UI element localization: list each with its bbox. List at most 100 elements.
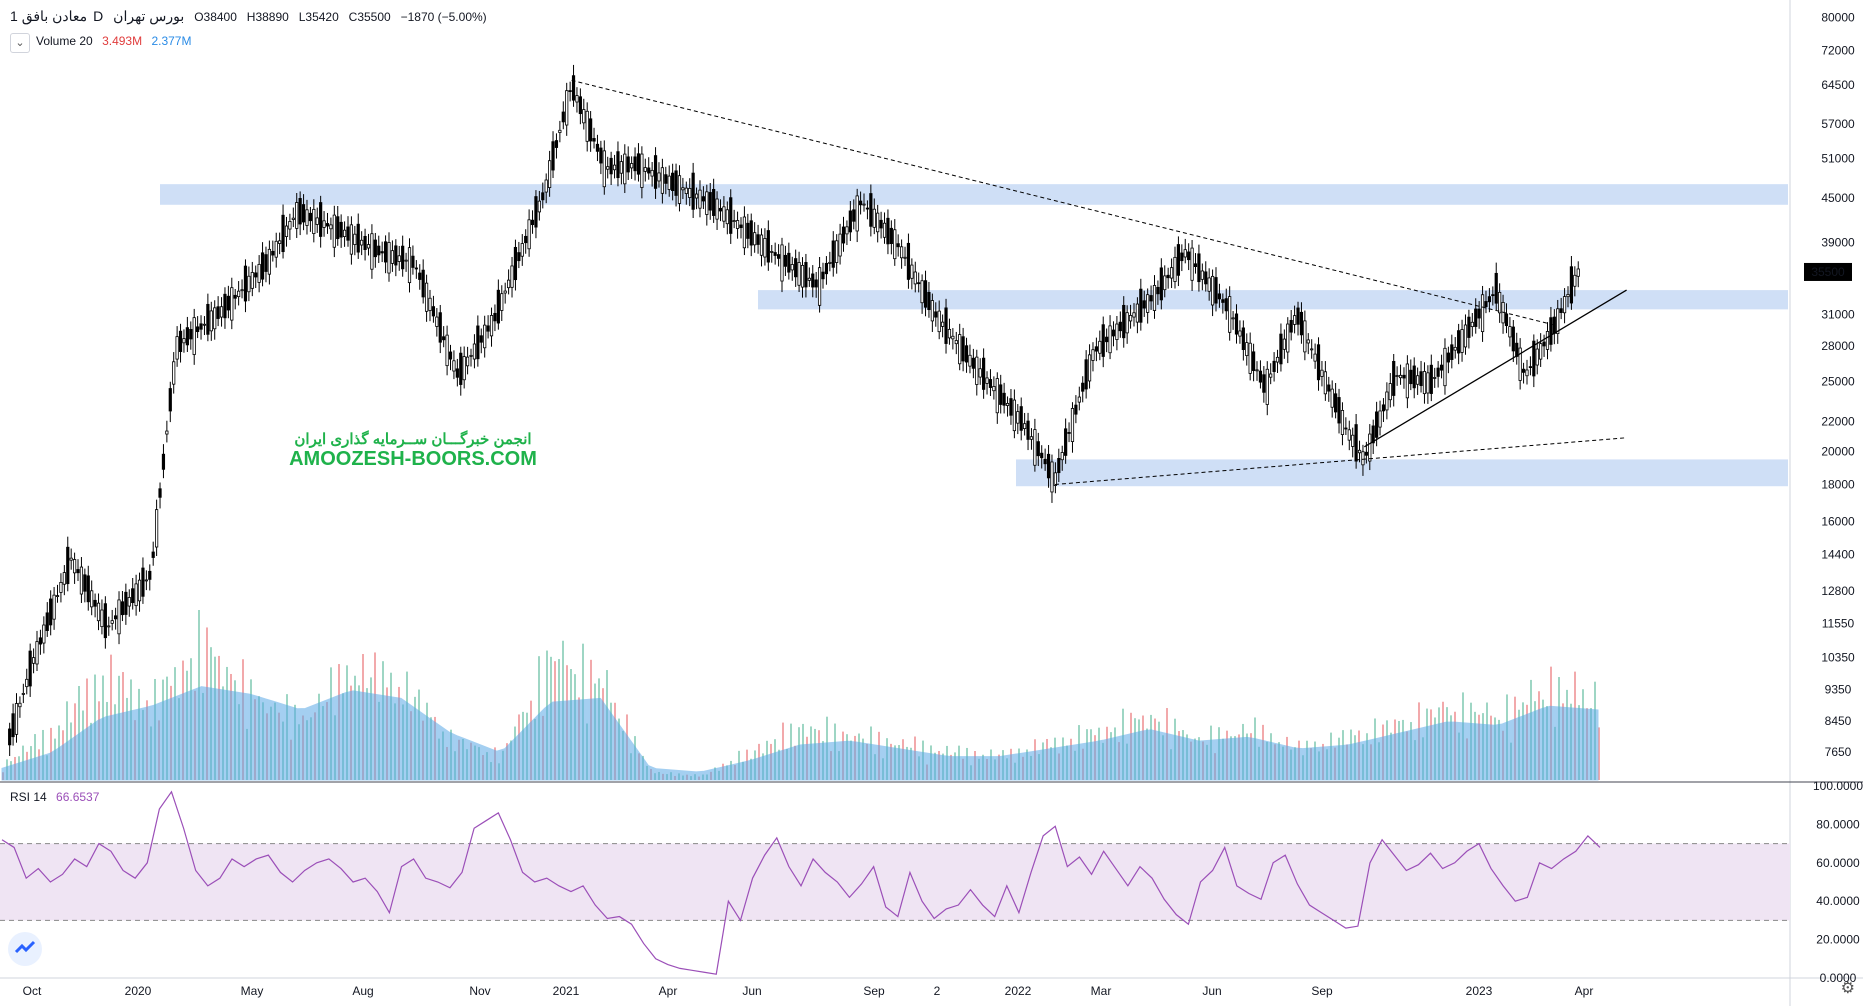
candle-body	[401, 245, 405, 270]
candle-body	[1361, 451, 1365, 466]
candle-body	[360, 239, 364, 246]
rsi-tick-label: 100.0000	[1813, 779, 1863, 793]
candle-body	[636, 153, 641, 175]
candle-body	[1535, 348, 1539, 366]
candle-body	[237, 290, 241, 298]
candle-body	[346, 226, 350, 241]
candle-body	[489, 315, 494, 337]
symbol-name[interactable]: معادن بافق	[21, 8, 88, 24]
candle-body	[575, 95, 579, 103]
candle-body	[117, 599, 121, 635]
candle-body	[476, 325, 480, 360]
candle-body	[773, 252, 777, 256]
candle-body	[1146, 294, 1150, 313]
tradingview-logo-icon[interactable]	[8, 932, 42, 966]
candle-body	[1323, 371, 1327, 395]
rsi-label: RSI 14	[10, 790, 47, 804]
candle-body	[763, 238, 767, 258]
interval-label[interactable]: 1D	[10, 8, 104, 24]
candle-body	[1241, 327, 1245, 350]
time-tick-label: May	[241, 984, 264, 998]
candle-body	[571, 75, 576, 101]
candle-body	[1012, 399, 1016, 432]
candle-body	[1357, 449, 1362, 454]
candle-body	[1351, 434, 1355, 447]
candle-body	[619, 161, 623, 174]
time-tick-label: Nov	[469, 984, 490, 998]
candle-body	[985, 377, 989, 384]
candle-body	[240, 289, 244, 292]
candle-body	[1450, 344, 1454, 360]
price-tick-label: 18000	[1821, 477, 1855, 491]
candle-body	[739, 224, 743, 229]
candle-body	[90, 590, 94, 608]
candle-body	[650, 169, 654, 177]
time-tick-label: 2	[934, 984, 941, 998]
candle-body	[373, 239, 377, 258]
candle-body	[681, 187, 685, 191]
candle-body	[107, 625, 111, 628]
candle-body	[1460, 329, 1464, 353]
candle-body	[209, 310, 213, 332]
candle-body	[612, 164, 617, 171]
candle-body	[544, 179, 548, 193]
candle-body	[11, 713, 15, 738]
volume-label: Volume 20	[36, 34, 93, 48]
candle-body	[363, 235, 367, 250]
last-price-badge	[1804, 262, 1852, 281]
candle-body	[38, 637, 43, 645]
watermark-line2: AMOOZESH-BOORS.COM	[289, 448, 537, 470]
candle-body	[513, 246, 518, 281]
candle-body	[459, 352, 463, 385]
candle-body	[178, 330, 183, 352]
time-tick-label: Aug	[352, 984, 373, 998]
candle-body	[1128, 315, 1133, 322]
candle-body	[568, 90, 572, 92]
candle-body	[172, 361, 176, 385]
candle-body	[151, 551, 155, 558]
candle-body	[1480, 294, 1485, 333]
candle-body	[1023, 423, 1027, 430]
time-tick-label: 2020	[125, 984, 152, 998]
candle-body	[958, 334, 962, 365]
candle-body	[623, 153, 627, 185]
candle-body	[1395, 375, 1399, 377]
candle-body	[1173, 256, 1177, 282]
candle-body	[421, 269, 425, 298]
candle-body	[230, 287, 234, 321]
price-tick-label: 11550	[1822, 616, 1855, 630]
candle-body	[609, 157, 613, 175]
candle-body	[1033, 429, 1037, 466]
chevron-down-icon[interactable]: ⌄	[10, 33, 30, 53]
gear-icon[interactable]: ⚙	[1840, 980, 1855, 997]
candle-body	[493, 312, 497, 322]
candle-body	[1515, 342, 1519, 357]
rsi-line	[1, 790, 1601, 975]
candle-body	[158, 488, 162, 498]
candle-body	[1316, 344, 1321, 381]
price-tick-label: 12800	[1821, 584, 1855, 598]
candle-body	[1005, 402, 1010, 406]
candle-body	[1556, 308, 1560, 335]
candle-body	[1306, 339, 1310, 344]
candle-body	[202, 323, 207, 326]
candle-body	[66, 546, 70, 585]
candle-body	[660, 167, 664, 194]
candle-body	[1334, 393, 1338, 413]
candle-body	[1245, 342, 1249, 357]
candle-body	[418, 272, 422, 280]
candle-body	[770, 251, 774, 253]
candle-body	[841, 226, 846, 244]
rsi-legend[interactable]: RSI 14 66.6537	[10, 790, 105, 804]
candle-body	[804, 262, 808, 288]
candle-body	[1354, 424, 1358, 462]
watermark: انجمن خبرگـــان ســرمایه گذاری ایران AMO…	[258, 430, 568, 471]
candle-body	[308, 212, 312, 222]
candle-body	[1190, 247, 1194, 281]
candle-body	[653, 155, 658, 189]
volume-legend[interactable]: Volume 20 3.493M 2.377M	[36, 34, 197, 48]
candle-body	[1016, 411, 1020, 424]
candle-body	[821, 271, 825, 280]
